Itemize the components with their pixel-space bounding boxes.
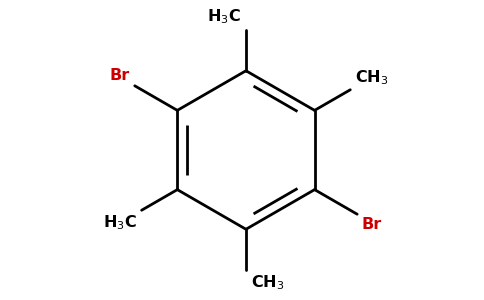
Text: CH$_3$: CH$_3$ [251,274,284,292]
Text: H$_3$C: H$_3$C [208,8,241,26]
Text: Br: Br [110,68,130,82]
Text: CH$_3$: CH$_3$ [355,68,389,87]
Text: H$_3$C: H$_3$C [103,213,137,232]
Text: Br: Br [362,218,382,232]
